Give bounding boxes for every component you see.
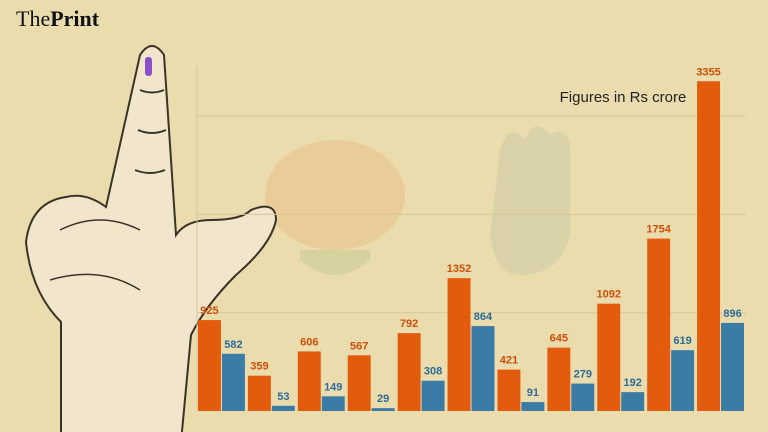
value-label: 896 xyxy=(723,308,741,320)
value-label: 149 xyxy=(324,381,342,393)
value-label: 192 xyxy=(624,377,642,389)
bar xyxy=(521,402,545,411)
value-label: 91 xyxy=(527,387,539,399)
bar xyxy=(597,303,621,411)
value-label: 619 xyxy=(673,335,691,347)
logo-part: The xyxy=(16,6,50,31)
bar xyxy=(221,353,245,411)
value-label: 645 xyxy=(550,333,568,345)
value-label: 606 xyxy=(300,336,318,348)
value-label: 279 xyxy=(574,369,592,381)
bar xyxy=(547,347,571,411)
bar xyxy=(571,383,595,411)
faded-emblems xyxy=(265,126,570,275)
bar xyxy=(671,350,695,411)
bar xyxy=(721,322,744,411)
value-label: 1092 xyxy=(597,289,621,301)
bar xyxy=(497,369,521,411)
hand-illustration xyxy=(24,45,278,432)
logo-part: Print xyxy=(50,6,100,31)
value-label: 308 xyxy=(424,366,442,378)
bar xyxy=(271,405,295,411)
value-label: 359 xyxy=(250,361,268,373)
bar xyxy=(371,408,395,411)
bar xyxy=(621,392,645,411)
bar xyxy=(198,320,221,411)
logo: ThePrint xyxy=(16,6,100,31)
value-label: 1754 xyxy=(646,224,671,236)
value-label: 582 xyxy=(224,339,242,351)
value-label: 29 xyxy=(377,393,389,405)
value-label: 792 xyxy=(400,318,418,330)
bar xyxy=(697,81,721,411)
bar xyxy=(397,333,421,411)
value-label: 3355 xyxy=(696,66,720,78)
bar xyxy=(447,278,471,411)
value-label: 1352 xyxy=(447,263,471,275)
annotation: Figures in Rs crore xyxy=(560,89,687,106)
bar xyxy=(297,351,321,411)
value-label: 567 xyxy=(350,340,368,352)
bar xyxy=(647,238,671,411)
bar xyxy=(471,326,495,411)
value-label: 421 xyxy=(500,355,518,367)
value-label: 925 xyxy=(200,305,218,317)
bar xyxy=(247,375,271,411)
ink-mark xyxy=(145,57,152,76)
value-label: 864 xyxy=(474,311,493,323)
bar xyxy=(347,355,371,411)
bar xyxy=(321,396,345,411)
value-label: 53 xyxy=(277,391,289,403)
bar xyxy=(421,380,445,411)
